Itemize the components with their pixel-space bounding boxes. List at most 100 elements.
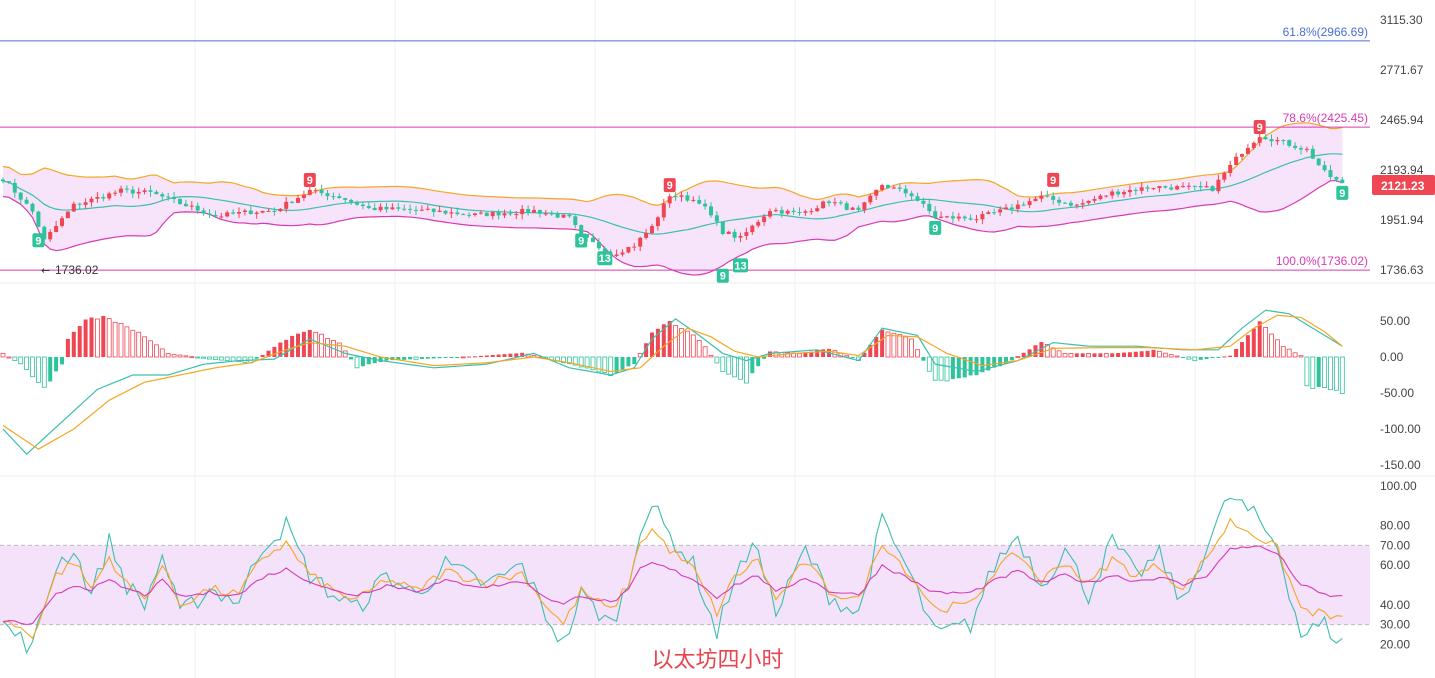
macd-histogram-bar	[1269, 333, 1274, 358]
macd-histogram-bar	[578, 356, 584, 368]
candle-body	[419, 209, 424, 211]
macd-histogram-bar	[998, 357, 1003, 367]
macd-histogram-bar	[685, 330, 690, 358]
candle-body	[555, 213, 560, 218]
candle-body	[614, 254, 619, 256]
macd-histogram-bar	[768, 351, 772, 357]
candle-body	[650, 226, 654, 234]
macd-histogram-bar	[1027, 349, 1032, 357]
macd-histogram-bar	[18, 356, 24, 365]
macd-histogram-bar	[490, 355, 495, 357]
price-tick-label: 2193.94	[1380, 163, 1424, 177]
price-axis: 3115.30 2771.67 2465.94 2193.94 1951.94 1736.…	[1380, 13, 1424, 277]
candle-body	[372, 207, 377, 211]
td-marker-label: 9	[667, 180, 673, 192]
macd-histogram-bar	[443, 357, 448, 358]
candle-body	[915, 196, 920, 201]
candle-body	[1240, 154, 1244, 157]
macd-histogram-bar	[236, 356, 242, 363]
candle-body	[12, 182, 17, 193]
macd-dea-line	[2, 314, 1343, 450]
macd-histogram-bar	[667, 320, 672, 357]
candle-body	[514, 214, 519, 216]
candle-body	[750, 225, 755, 233]
macd-histogram-bar	[118, 322, 124, 358]
macd-histogram-bar	[1009, 357, 1014, 361]
candle-body	[36, 211, 41, 227]
candle-body	[1210, 186, 1215, 192]
rsi-tick-label: 40.00	[1380, 598, 1410, 612]
candle-body	[6, 181, 11, 183]
macd-tick-label: -50.00	[1380, 386, 1414, 400]
macd-histogram-bar	[1181, 357, 1185, 358]
macd-histogram-bar	[65, 338, 70, 357]
candle-body	[189, 205, 194, 207]
candle-body	[77, 203, 82, 205]
candle-body	[42, 226, 47, 240]
macd-histogram-bar	[95, 318, 100, 358]
macd-histogram-bar	[809, 351, 814, 357]
candle-body	[455, 212, 460, 215]
td-marker-label: 13	[599, 253, 611, 265]
rsi-tick-label: 20.00	[1380, 637, 1410, 651]
macd-histogram-bar	[1310, 356, 1316, 389]
candle-body	[886, 185, 890, 188]
last-price-tag-bg	[1372, 175, 1435, 195]
candle-body	[201, 210, 206, 214]
macd-histogram-bar	[6, 356, 12, 359]
candle-body	[1216, 179, 1221, 192]
macd-histogram-bar	[1334, 356, 1339, 391]
td-sequential-markers: 9 9 9 13 9 9 13 9 9 9 9	[32, 120, 1349, 283]
candle-body	[48, 232, 53, 240]
macd-histogram-bar	[402, 357, 407, 360]
candle-body	[1269, 139, 1274, 142]
candle-body	[815, 208, 820, 212]
candle-body	[832, 202, 837, 204]
macd-histogram-bar	[903, 336, 909, 358]
td-marker-label: 13	[734, 260, 746, 272]
candle-body	[213, 214, 218, 217]
candle-body	[549, 213, 554, 215]
macd-histogram-bar	[212, 356, 218, 361]
macd-histogram-bar	[24, 356, 30, 370]
candle-body	[1151, 188, 1156, 190]
macd-histogram-bar	[921, 357, 926, 361]
macd-histogram-bar	[1174, 355, 1180, 358]
macd-histogram-bar	[702, 346, 708, 358]
bollinger-band	[2, 122, 1343, 276]
candle-body	[638, 237, 643, 247]
macd-histogram-bar	[815, 350, 820, 357]
macd-histogram-bar	[732, 356, 737, 378]
macd-histogram-bar	[590, 356, 596, 371]
candle-body	[573, 216, 578, 226]
candle-body	[803, 211, 808, 213]
candle-body	[1234, 156, 1239, 165]
candle-body	[1204, 186, 1209, 188]
candle-body	[626, 246, 631, 253]
macd-histogram-bar	[862, 352, 867, 357]
candle-body	[827, 201, 831, 204]
candle-body	[355, 201, 359, 205]
td-marker-label: 9	[35, 235, 41, 247]
candle-body	[756, 222, 761, 226]
macd-histogram-bar	[159, 348, 165, 358]
macd-histogram-bar	[1240, 342, 1244, 357]
macd-histogram-bar	[449, 357, 454, 358]
macd-histogram-bar	[1304, 356, 1310, 387]
td-marker	[575, 233, 588, 248]
candle-body	[1340, 179, 1345, 184]
candle-body	[821, 201, 826, 209]
candle-body	[89, 198, 94, 203]
candle-body	[632, 246, 637, 248]
macd-histogram-bar	[932, 356, 938, 381]
macd-histogram-bar	[1110, 353, 1115, 357]
candle-body	[974, 219, 979, 221]
candle-body	[992, 212, 997, 214]
macd-histogram-bar	[218, 356, 224, 361]
candle-body	[449, 212, 454, 214]
td-marker-label: 9	[720, 271, 726, 283]
candle-body	[396, 207, 401, 209]
candle-body	[54, 225, 59, 233]
candle-body	[254, 212, 259, 215]
macd-histogram-bar	[89, 317, 94, 357]
